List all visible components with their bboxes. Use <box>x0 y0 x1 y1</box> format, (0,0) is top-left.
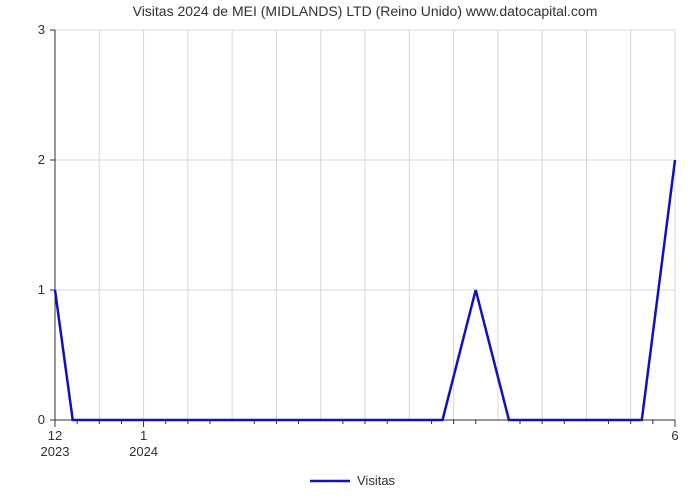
chart-container: Visitas 2024 de MEI (MIDLANDS) LTD (Rein… <box>0 0 700 500</box>
y-tick-label: 3 <box>38 22 45 37</box>
x-year-label: 2023 <box>41 444 70 459</box>
y-tick-label: 1 <box>38 282 45 297</box>
x-year-label: 2024 <box>129 444 158 459</box>
x-tick-label: 12 <box>48 428 62 443</box>
x-tick-label: 6 <box>671 428 678 443</box>
chart-svg: Visitas 2024 de MEI (MIDLANDS) LTD (Rein… <box>0 0 700 500</box>
chart-title: Visitas 2024 de MEI (MIDLANDS) LTD (Rein… <box>133 3 598 19</box>
y-tick-label: 0 <box>38 412 45 427</box>
x-tick-label: 1 <box>140 428 147 443</box>
y-tick-label: 2 <box>38 152 45 167</box>
legend-label: Visitas <box>357 473 396 488</box>
